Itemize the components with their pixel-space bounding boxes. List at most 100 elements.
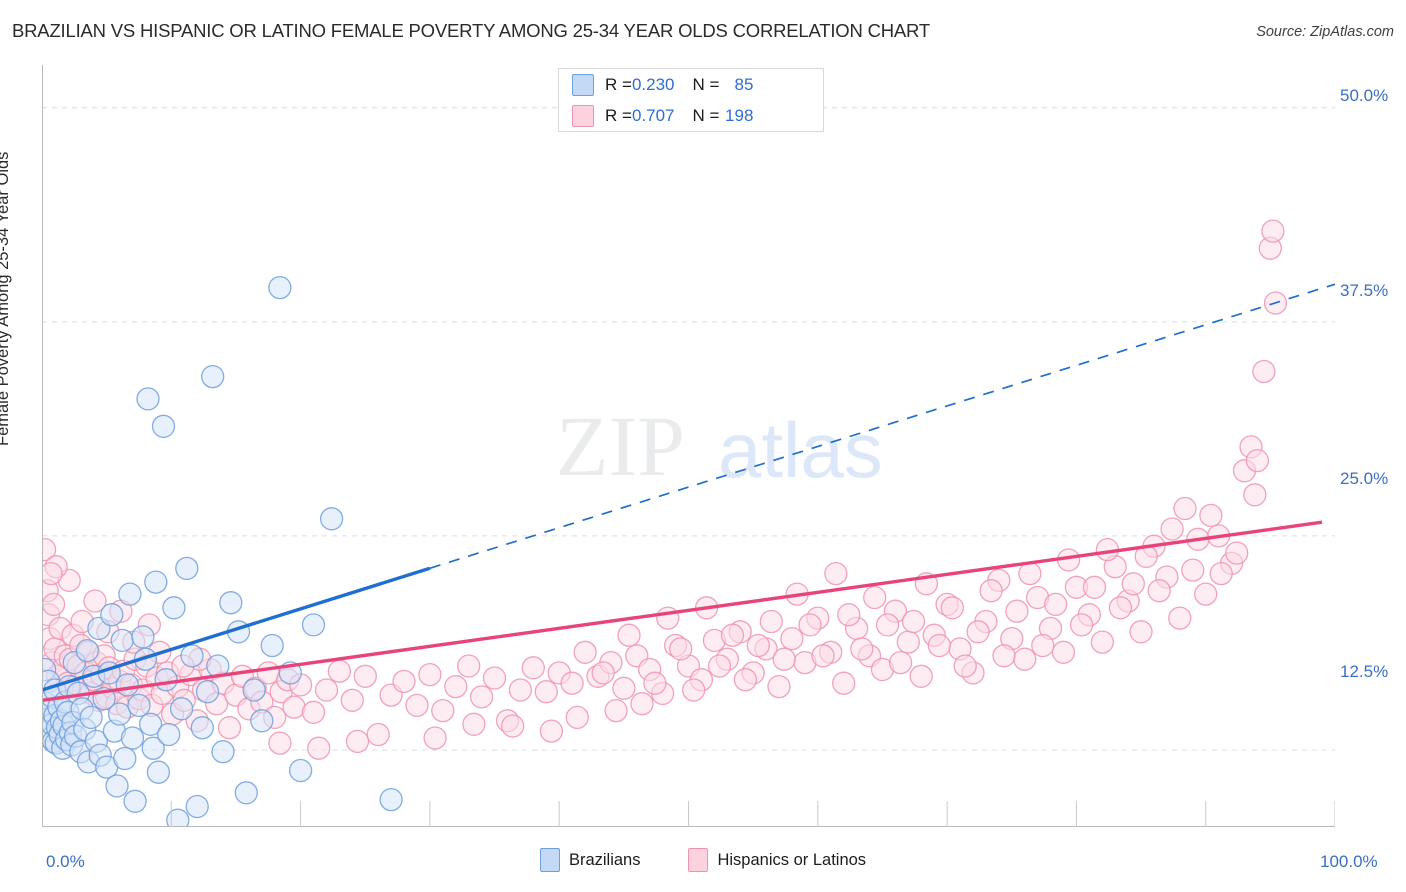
data-point xyxy=(113,746,137,771)
data-point xyxy=(131,625,155,649)
n-value-pink: 198 xyxy=(725,105,754,125)
data-point xyxy=(151,414,176,438)
data-point xyxy=(746,633,770,658)
correlation-stats-box: R = 0.230 N = 85 R = 0.707 N = 198 xyxy=(558,68,824,132)
data-point xyxy=(405,693,429,718)
legend-label-brazilians: Brazilians xyxy=(568,850,641,869)
data-point xyxy=(127,693,151,718)
data-point xyxy=(560,671,584,695)
data-point xyxy=(573,640,597,664)
data-point xyxy=(319,507,344,531)
data-point xyxy=(733,668,758,692)
data-point xyxy=(1013,647,1037,671)
n-label-blue: N = xyxy=(692,74,720,94)
data-point xyxy=(157,722,181,747)
data-point xyxy=(888,650,913,675)
data-point xyxy=(1173,496,1197,521)
data-point xyxy=(201,364,225,389)
data-point xyxy=(1069,613,1094,637)
data-point xyxy=(260,633,284,658)
data-point xyxy=(123,789,147,813)
data-point xyxy=(366,722,390,747)
data-point xyxy=(1044,592,1068,617)
data-point xyxy=(612,676,636,700)
data-point xyxy=(508,678,533,702)
data-point xyxy=(418,662,442,687)
data-point xyxy=(1018,561,1042,586)
data-point xyxy=(656,606,680,630)
data-point xyxy=(850,637,874,661)
stats-swatch-blue xyxy=(572,73,594,96)
data-point xyxy=(190,716,214,740)
data-point xyxy=(901,609,926,634)
data-point xyxy=(42,592,66,617)
n-value-blue: 85 xyxy=(734,74,754,94)
data-point xyxy=(353,664,377,688)
n-label-pink: N = xyxy=(692,105,720,125)
data-point xyxy=(100,603,124,627)
data-point xyxy=(539,719,564,743)
watermark-atlas: atlas xyxy=(718,406,883,494)
data-point xyxy=(482,666,507,690)
data-point xyxy=(617,623,641,647)
data-point xyxy=(234,781,258,805)
data-point xyxy=(643,671,667,695)
data-point xyxy=(1168,606,1192,630)
data-point xyxy=(169,697,194,721)
data-point xyxy=(115,673,139,697)
legend-label-hispanics: Hispanics or Latinos xyxy=(717,850,867,869)
data-point xyxy=(146,760,171,784)
data-point xyxy=(1121,572,1145,596)
data-point xyxy=(682,678,706,702)
data-point xyxy=(219,591,243,615)
data-point xyxy=(1051,640,1076,664)
data-point xyxy=(630,692,654,716)
plot-area: ZIP atlas xyxy=(42,65,1335,827)
data-point xyxy=(166,808,190,827)
data-point xyxy=(444,674,468,699)
trendline-blue-dashed xyxy=(429,283,1335,570)
data-point xyxy=(1160,517,1184,541)
legend-item-brazilians[interactable]: Brazilians xyxy=(539,848,641,872)
data-point xyxy=(604,698,628,723)
data-point xyxy=(301,613,326,637)
data-point xyxy=(1245,448,1270,473)
y-tick-label-25: 25.0% xyxy=(1340,469,1389,488)
data-point xyxy=(79,705,103,730)
data-point xyxy=(110,628,134,653)
data-point xyxy=(832,671,856,695)
data-point xyxy=(250,709,274,733)
data-point xyxy=(992,644,1016,668)
data-point xyxy=(940,596,964,620)
data-point xyxy=(896,630,920,654)
data-point xyxy=(501,714,525,738)
data-point xyxy=(927,633,951,658)
legend-item-hispanics[interactable]: Hispanics or Latinos xyxy=(688,848,866,872)
axis-lines xyxy=(42,65,1335,827)
data-point xyxy=(824,561,848,586)
source-attribution: Source: ZipAtlas.com xyxy=(1256,24,1394,40)
data-point xyxy=(138,712,163,736)
data-point xyxy=(105,774,129,798)
data-point xyxy=(565,705,589,730)
data-point xyxy=(1108,596,1133,620)
data-point xyxy=(767,674,791,699)
data-point xyxy=(1261,219,1285,243)
data-point xyxy=(1005,599,1029,623)
legend-swatch-hispanics xyxy=(688,848,709,872)
data-point xyxy=(162,596,186,620)
data-point xyxy=(1181,558,1205,582)
data-point xyxy=(1225,541,1249,565)
data-point xyxy=(966,620,990,644)
data-point xyxy=(301,700,326,724)
r-value-pink: 0.707 xyxy=(631,105,675,125)
data-point xyxy=(1090,630,1114,654)
data-point xyxy=(1199,503,1223,528)
data-point xyxy=(392,669,416,694)
data-point xyxy=(457,654,481,678)
data-point xyxy=(154,668,178,692)
r-value-blue: 0.230 xyxy=(631,74,675,94)
data-point xyxy=(669,637,693,661)
data-point xyxy=(180,644,204,668)
